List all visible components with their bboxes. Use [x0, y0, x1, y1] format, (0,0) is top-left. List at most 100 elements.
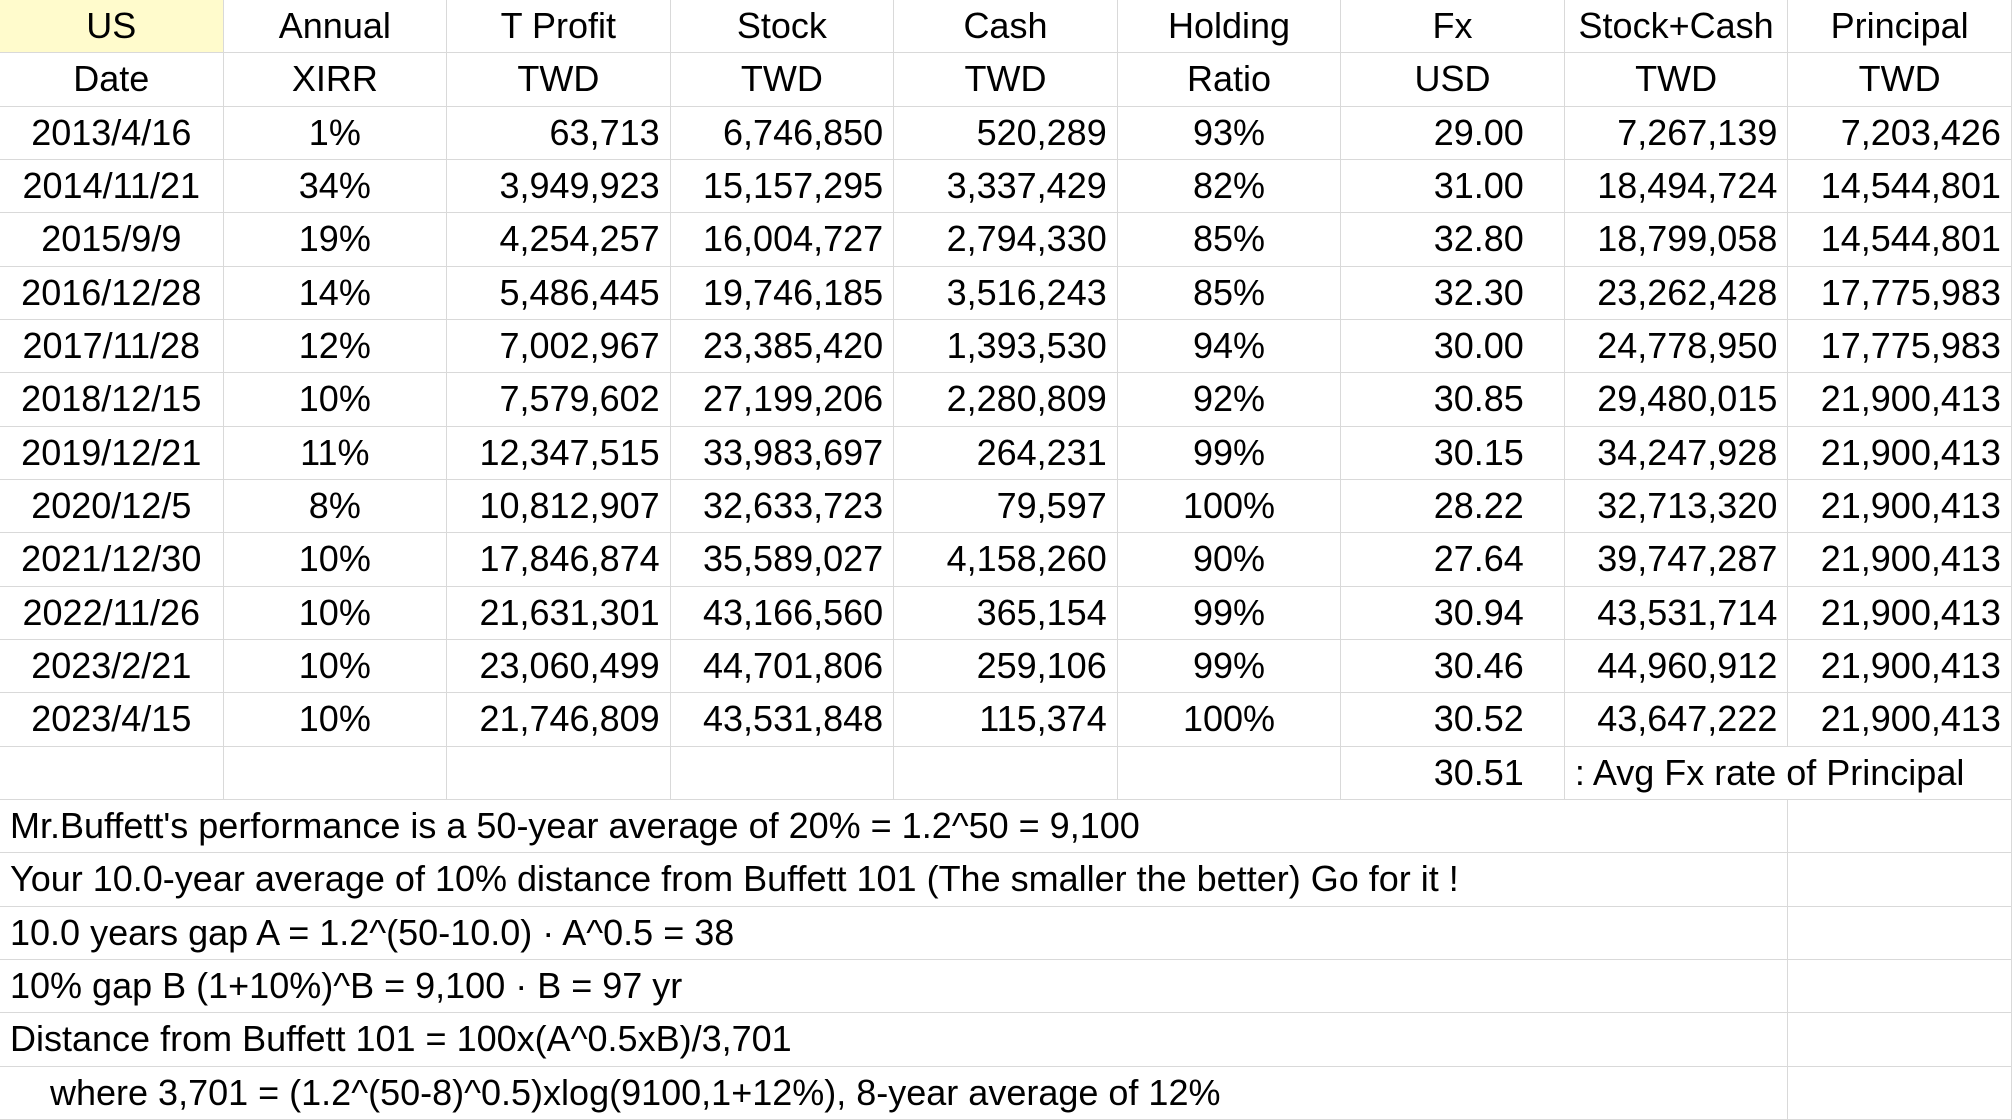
empty-cell [1788, 799, 2012, 854]
empty-cell [1564, 1013, 1789, 1067]
table-cell: 43,166,560 [670, 586, 895, 640]
table-cell: 30.94 [1341, 586, 1565, 640]
table-cell: 29,480,015 [1564, 373, 1789, 427]
table-cell: 43,531,848 [670, 693, 895, 747]
table-cell: 79,597 [894, 479, 1118, 534]
table-cell: 365,154 [894, 586, 1118, 640]
table-cell: 2017/11/28 [0, 319, 224, 374]
table-cell: 3,337,429 [894, 159, 1118, 214]
header-cell: TWD [894, 53, 1118, 107]
empty-cell [1117, 746, 1342, 800]
note: Mr.Buffett's performance is a 50-year av… [0, 800, 1565, 854]
table-cell: 44,701,806 [670, 639, 895, 694]
table-cell: 27.64 [1341, 533, 1565, 587]
table-cell: 23,385,420 [670, 319, 895, 374]
table-cell: 2013/4/16 [0, 106, 224, 160]
header-cell: Ratio [1117, 53, 1342, 107]
note: Distance from Buffett 101 = 100x(A^0.5xB… [0, 1013, 1565, 1067]
table-cell: 43,647,222 [1564, 693, 1789, 747]
table-cell: 2021/12/30 [0, 533, 224, 587]
table-cell: 21,900,413 [1788, 426, 2012, 480]
header-cell: Date [0, 53, 224, 107]
table-cell: 3,516,243 [894, 266, 1118, 320]
table-cell: 10,812,907 [447, 479, 671, 534]
header-cell: Annual [223, 0, 448, 54]
table-cell: 23,060,499 [447, 639, 671, 694]
header-cell: Principal [1788, 0, 2012, 54]
table-cell: 10% [223, 373, 448, 427]
table-cell: 2023/4/15 [0, 693, 224, 747]
header-cell: TWD [1564, 53, 1789, 107]
empty-cell [1564, 906, 1789, 960]
header-cell: Cash [894, 0, 1118, 54]
table-cell: 30.46 [1341, 639, 1565, 694]
table-cell: 99% [1117, 426, 1342, 480]
table-cell: 10% [223, 693, 448, 747]
empty-cell [894, 746, 1118, 800]
note: 10.0 years gap A = 1.2^(50-10.0) · A^0.5… [0, 907, 1565, 960]
table-cell: 10% [223, 639, 448, 694]
table-cell: 11% [223, 426, 448, 480]
header-cell: Stock+Cash [1564, 0, 1789, 54]
header-cell: Stock [670, 0, 895, 54]
table-cell: 21,746,809 [447, 693, 671, 747]
table-cell: 31.00 [1341, 159, 1565, 214]
table-cell: 21,900,413 [1788, 639, 2012, 694]
table-cell: 4,254,257 [447, 213, 671, 267]
table-cell: 12,347,515 [447, 426, 671, 480]
table-cell: 115,374 [894, 693, 1118, 747]
table-cell: 12% [223, 319, 448, 374]
table-cell: 2022/11/26 [0, 586, 224, 640]
table-cell: 30.52 [1341, 693, 1565, 747]
table-cell: 21,631,301 [447, 586, 671, 640]
empty-cell [1788, 959, 2012, 1014]
table-cell: 3,949,923 [447, 159, 671, 214]
table-cell: 2015/9/9 [0, 213, 224, 267]
table-cell: 4,158,260 [894, 533, 1118, 587]
empty-cell [1564, 853, 1789, 907]
table-cell: 7,002,967 [447, 319, 671, 374]
table-cell: 33,983,697 [670, 426, 895, 480]
header-cell: TWD [447, 53, 671, 107]
table-cell: 264,231 [894, 426, 1118, 480]
table-cell: 2020/12/5 [0, 479, 224, 534]
table-cell: 18,494,724 [1564, 159, 1789, 214]
table-cell: 17,775,983 [1788, 319, 2012, 374]
table-cell: 17,846,874 [447, 533, 671, 587]
table-cell: 10% [223, 586, 448, 640]
header-cell: T Profit [447, 0, 671, 54]
table-cell: 32.30 [1341, 266, 1565, 320]
note: where 3,701 = (1.2^(50-8)^0.5)xlog(9100,… [0, 1067, 1565, 1120]
table-cell: 2018/12/15 [0, 373, 224, 427]
table-cell: 14% [223, 266, 448, 320]
header-cell: TWD [1788, 53, 2012, 107]
header-cell: US [0, 0, 224, 54]
table-cell: 17,775,983 [1788, 266, 2012, 320]
table-cell: 259,106 [894, 639, 1118, 694]
empty-cell [1788, 1013, 2012, 1067]
table-cell: 2023/2/21 [0, 639, 224, 694]
table-cell: 2016/12/28 [0, 266, 224, 320]
table-cell: 93% [1117, 106, 1342, 160]
table-cell: 14,544,801 [1788, 159, 2012, 214]
avg-fx-label: : Avg Fx rate of Principal [1564, 746, 2012, 800]
table-cell: 85% [1117, 266, 1342, 320]
note: 10% gap B (1+10%)^B = 9,100 · B = 97 yr [0, 960, 1565, 1014]
table-cell: 19% [223, 213, 448, 267]
table-cell: 10% [223, 533, 448, 587]
table-cell: 7,267,139 [1564, 106, 1789, 160]
table-cell: 21,900,413 [1788, 586, 2012, 640]
table-cell: 34,247,928 [1564, 426, 1789, 480]
table-cell: 21,900,413 [1788, 693, 2012, 747]
empty-cell [1564, 959, 1789, 1014]
table-cell: 32,713,320 [1564, 479, 1789, 534]
table-cell: 5,486,445 [447, 266, 671, 320]
empty-cell [1788, 853, 2012, 907]
table-cell: 6,746,850 [670, 106, 895, 160]
empty-cell [670, 746, 895, 800]
table-cell: 520,289 [894, 106, 1118, 160]
header-cell: TWD [670, 53, 895, 107]
table-cell: 2019/12/21 [0, 426, 224, 480]
empty-cell [0, 746, 224, 800]
